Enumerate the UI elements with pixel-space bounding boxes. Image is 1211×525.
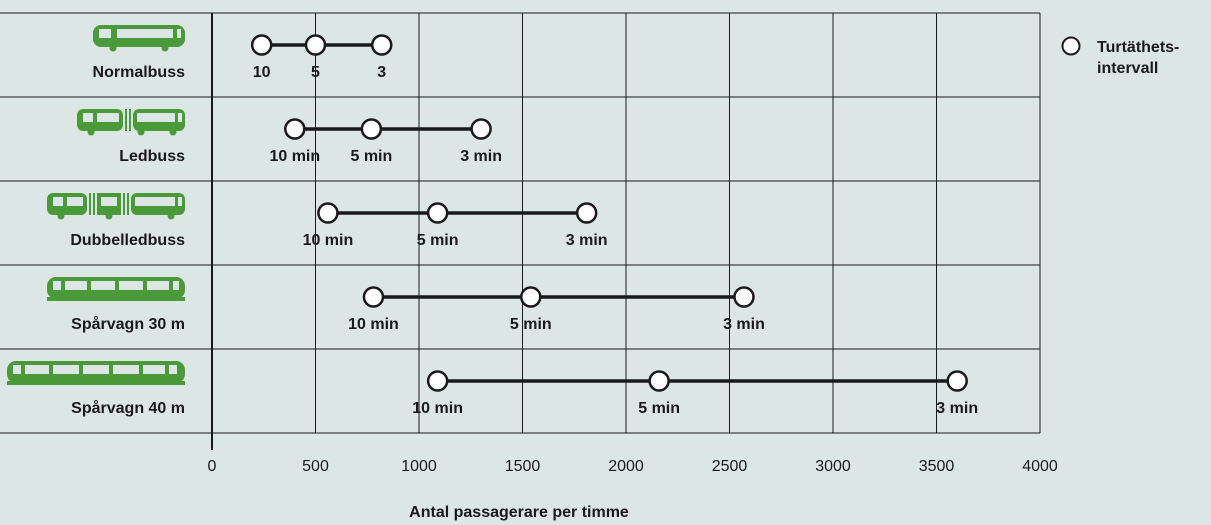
- data-point: [284, 118, 306, 140]
- series-label: Ledbuss: [119, 148, 185, 165]
- tram-30m-icon: [47, 277, 185, 301]
- data-point: [250, 34, 273, 56]
- data-point-label: 10 min: [412, 400, 463, 417]
- data-point-label: 10 min: [303, 232, 354, 249]
- articulated-bus-icon: [77, 109, 185, 136]
- data-point: [426, 370, 449, 392]
- bus-icon: [93, 25, 185, 52]
- plot-rows: Normalbuss 10 5 3 Ledbuss 10 min 5 min 3 min Dub…: [70, 34, 978, 417]
- series-label: Spårvagn 30 m: [71, 315, 185, 333]
- x-tick-label: 1500: [505, 458, 541, 475]
- data-point: [575, 202, 598, 224]
- tram-40m-icon: [7, 361, 185, 385]
- data-point-label: 3 min: [460, 148, 502, 165]
- data-point: [370, 34, 393, 56]
- grid: [0, 12, 1041, 450]
- data-point: [304, 34, 327, 56]
- data-point: [648, 370, 670, 392]
- data-point-label: 3 min: [723, 316, 765, 333]
- x-tick-label: 1000: [401, 458, 437, 475]
- data-point-label: 3 min: [566, 232, 608, 249]
- data-point-label: 5 min: [638, 400, 680, 417]
- data-point-label: 3: [377, 64, 386, 81]
- data-point: [470, 118, 492, 140]
- series-label: Spårvagn 40 m: [71, 399, 185, 417]
- legend-label: Turtäthets-intervall: [1097, 39, 1179, 77]
- data-point-label: 3 min: [936, 400, 978, 417]
- series-label: Dubbelledbuss: [70, 232, 185, 249]
- legend: Turtäthets-intervall: [1061, 36, 1179, 77]
- data-point-label: 5 min: [350, 148, 392, 165]
- x-tick-label: 3500: [919, 458, 955, 475]
- data-point-label: 10 min: [348, 316, 399, 333]
- x-tick-label: 500: [302, 458, 329, 475]
- x-tick-label: 4000: [1022, 458, 1058, 475]
- data-point-label: 5 min: [510, 316, 552, 333]
- data-point: [362, 286, 385, 308]
- data-point-label: 5: [311, 64, 320, 81]
- data-point: [360, 118, 383, 140]
- x-tick-label: 2500: [712, 458, 748, 475]
- data-point-label: 10 min: [269, 148, 320, 165]
- data-point-label: 10: [253, 64, 271, 81]
- data-point: [733, 286, 755, 308]
- double-articulated-bus-icon: [47, 193, 185, 220]
- x-axis-title: Antal passagerare per timme: [409, 504, 629, 521]
- data-point: [426, 202, 449, 224]
- data-point: [520, 286, 542, 308]
- x-tick-label: 0: [208, 458, 217, 475]
- x-axis-ticks: 0 500 1000 1500 2000 2500 3000 3500 4000: [208, 458, 1058, 475]
- data-point-label: 5 min: [417, 232, 459, 249]
- data-point: [317, 202, 339, 224]
- legend-marker: [1061, 36, 1081, 56]
- x-tick-label: 3000: [815, 458, 851, 475]
- data-point: [946, 370, 968, 392]
- x-tick-label: 2000: [608, 458, 644, 475]
- series-label: Normalbuss: [93, 64, 186, 81]
